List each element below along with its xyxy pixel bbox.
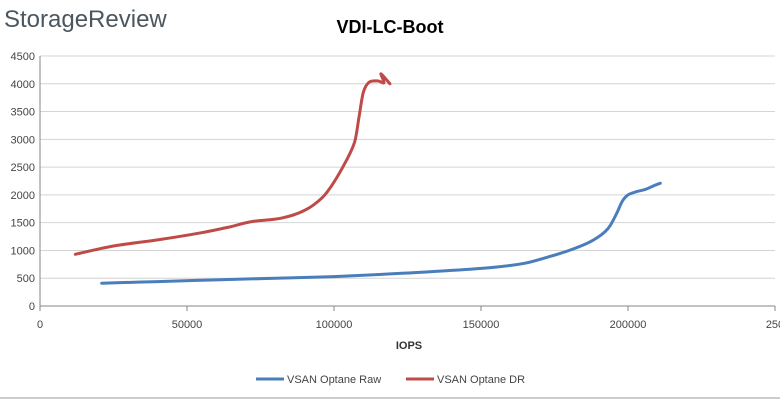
y-tick-label: 4500 <box>11 51 35 63</box>
x-axis-label: IOPS <box>396 340 422 352</box>
storagereview-logo: StorageReview <box>4 6 167 33</box>
y-tick-label: 500 <box>17 273 35 285</box>
chart-title: VDI-LC-Boot <box>337 17 444 37</box>
grid-lines <box>40 55 775 279</box>
axes <box>39 56 776 311</box>
x-tick-label: 50000 <box>172 319 203 331</box>
y-tick-label: 4000 <box>11 79 35 91</box>
y-tick-label: 2000 <box>11 190 35 202</box>
x-tick-label: 100000 <box>316 319 353 331</box>
y-tick-label: 1000 <box>11 245 35 257</box>
x-tick-label: 200000 <box>610 319 647 331</box>
series-line-0 <box>100 181 662 285</box>
series-line-1 <box>73 72 392 256</box>
x-tick-labels: 0 50000 100000 150000 200000 250 <box>37 319 780 331</box>
legend: VSAN Optane Raw VSAN Optane DR <box>256 374 525 386</box>
y-tick-label: 3000 <box>11 134 35 146</box>
series-lines <box>73 72 662 285</box>
legend-label-1: VSAN Optane DR <box>437 374 525 386</box>
x-tick-label: 250 <box>766 319 780 331</box>
legend-label-0: VSAN Optane Raw <box>287 374 381 386</box>
y-tick-labels: 0 500 1000 1500 2000 2500 3000 3500 4000 4500 <box>11 51 35 313</box>
y-tick-label: 1500 <box>11 218 35 230</box>
x-tick-label: 0 <box>37 319 43 331</box>
y-tick-label: 0 <box>29 301 35 313</box>
y-tick-label: 2500 <box>11 162 35 174</box>
x-tick-label: 150000 <box>463 319 500 331</box>
y-tick-label: 3500 <box>11 107 35 119</box>
